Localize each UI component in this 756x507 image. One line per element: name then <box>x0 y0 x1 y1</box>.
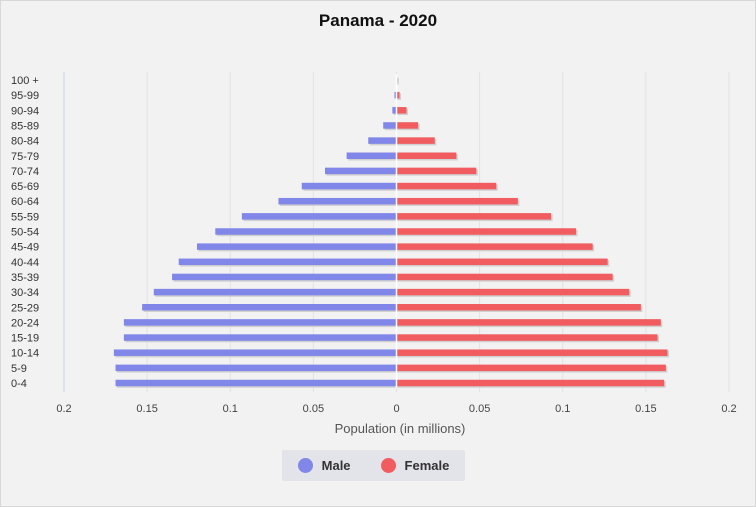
legend-marker-male <box>297 458 313 473</box>
chart-title: Panama - 2020 <box>318 11 438 30</box>
x-axis-title: Population (in millions) <box>334 421 466 436</box>
y-tick-label: 40-44 <box>11 257 39 269</box>
bar-female <box>396 349 668 356</box>
bar-female <box>396 197 518 205</box>
bar-female <box>396 152 457 159</box>
bar-female <box>396 213 552 220</box>
y-tick-label: 5-9 <box>11 363 27 375</box>
y-tick-label: 75-79 <box>11 151 39 163</box>
bar-male <box>123 334 397 341</box>
y-tick-label: 90-94 <box>11 105 39 117</box>
bar-male <box>325 167 397 175</box>
bar-female <box>396 107 407 114</box>
y-tick-label: 0-4 <box>11 378 27 390</box>
legend-label-female: Female <box>404 458 450 473</box>
bar-male <box>153 288 397 296</box>
bar-male <box>215 228 397 235</box>
legend-marker-female <box>380 458 396 473</box>
bar-female <box>396 319 661 326</box>
bar-male <box>115 364 397 372</box>
bar-female <box>396 228 577 235</box>
y-tick-label: 20-24 <box>11 317 39 329</box>
legend-label-male: Male <box>321 458 351 473</box>
x-axis-labels: 0.2 0.15 0.1 0.05 0 0.05 0.1 0.15 0.2 <box>56 403 736 415</box>
bar-female <box>396 258 608 266</box>
bar-female <box>396 273 613 281</box>
y-tick-label: 65-69 <box>11 181 39 193</box>
bar-shadow-female <box>398 93 401 100</box>
x-tick-label: 0.2 <box>56 403 71 415</box>
y-tick-label: 10-14 <box>11 348 39 360</box>
bar-male <box>241 213 397 220</box>
y-tick-label: 55-59 <box>11 211 39 223</box>
y-axis-labels: 100 + 95-99 90-94 85-89 80-84 75-79 70-74 65-69… <box>11 75 39 390</box>
bars <box>113 74 669 388</box>
bar-male <box>301 182 397 190</box>
bar-female <box>396 379 665 387</box>
y-tick-label: 100 + <box>11 75 39 87</box>
bar-female <box>396 334 658 341</box>
bar-male <box>383 122 397 129</box>
legend-item-male[interactable]: Male <box>297 458 351 473</box>
y-tick-label: 85-89 <box>11 120 39 132</box>
bar-male <box>368 137 397 144</box>
y-tick-label: 30-34 <box>11 287 39 299</box>
y-tick-label: 15-19 <box>11 333 39 345</box>
y-tick-label: 95-99 <box>11 90 39 102</box>
y-tick-label: 25-29 <box>11 302 39 314</box>
x-tick-label: 0.2 <box>721 403 736 415</box>
bar-male <box>115 379 397 387</box>
bar-female <box>396 122 419 129</box>
y-tick-label: 45-49 <box>11 242 39 254</box>
bar-female <box>396 304 641 311</box>
y-tick-label: 80-84 <box>11 136 39 148</box>
bar-female <box>396 364 666 372</box>
y-tick-label: 60-64 <box>11 196 39 208</box>
bar-male <box>394 91 397 99</box>
bar-female <box>396 243 593 250</box>
bar-female <box>396 182 497 190</box>
x-tick-label: 0.1 <box>223 403 238 415</box>
bar-female <box>396 91 400 99</box>
y-tick-label: 70-74 <box>11 166 39 178</box>
bar-male <box>172 273 397 281</box>
x-tick-label: 0.05 <box>469 403 490 415</box>
bar-male <box>392 107 397 114</box>
x-tick-label: 0 <box>393 403 399 415</box>
bar-female <box>396 288 630 296</box>
x-tick-label: 0.15 <box>635 403 656 415</box>
bar-male <box>142 304 397 311</box>
bar-male <box>113 349 397 356</box>
bar-male <box>178 258 397 266</box>
bar-male <box>197 243 397 250</box>
x-tick-label: 0.1 <box>555 403 570 415</box>
x-tick-label: 0.15 <box>136 403 157 415</box>
legend: Male Female <box>282 450 465 481</box>
bar-male <box>278 197 397 205</box>
y-tick-label: 35-39 <box>11 272 39 284</box>
bar-shadow-female <box>398 78 399 85</box>
bar-female <box>396 137 435 144</box>
x-tick-label: 0.05 <box>303 403 324 415</box>
y-tick-label: 50-54 <box>11 227 39 239</box>
bar-male <box>123 319 397 326</box>
bar-female <box>396 167 477 175</box>
bar-male <box>346 152 397 159</box>
legend-item-female[interactable]: Female <box>380 458 450 473</box>
